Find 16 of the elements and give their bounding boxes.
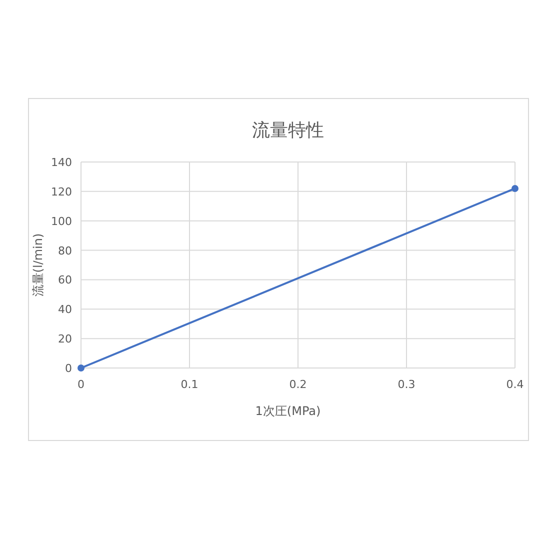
x-tick-label: 0.4	[506, 378, 524, 391]
x-tick-label: 0.2	[289, 378, 307, 391]
y-tick-label: 60	[58, 274, 72, 287]
x-tick-label: 0.3	[398, 378, 416, 391]
y-tick-label: 140	[51, 156, 72, 169]
x-tick-label: 0	[78, 378, 84, 391]
y-axis-title: 流量(l/min)	[31, 233, 45, 297]
y-tick-label: 0	[65, 362, 72, 375]
y-tick-label: 120	[51, 185, 72, 198]
x-axis-title: 1次圧(MPa)	[255, 404, 321, 418]
y-tick-label: 20	[58, 332, 72, 346]
y-tick-label: 100	[51, 214, 72, 228]
chart-title: 流量特性	[252, 120, 324, 141]
y-tick-label: 80	[58, 244, 72, 258]
x-tick-label: 0.1	[180, 378, 198, 391]
y-tick-label: 40	[58, 303, 72, 316]
